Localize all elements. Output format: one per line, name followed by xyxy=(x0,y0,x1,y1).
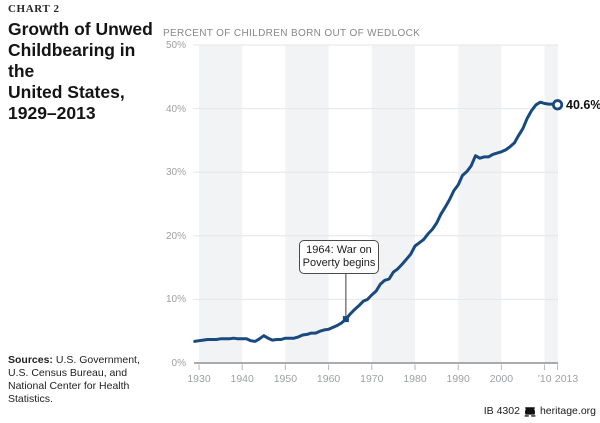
axis-title: PERCENT OF CHILDREN BORN OUT OF WEDLOCK xyxy=(163,28,421,39)
annotation-text: Poverty begins xyxy=(302,257,376,269)
x-axis-label: 1970 xyxy=(360,373,384,385)
sources-text: U.S. Government, U.S. Census Bureau, and… xyxy=(8,354,140,405)
x-axis-label: ’10 xyxy=(537,373,552,385)
x-axis-label: 1980 xyxy=(403,373,427,385)
decade-band xyxy=(544,45,558,363)
chart-title-line: Childbearing in the xyxy=(8,40,136,81)
chart-title-line: 1929–2013 xyxy=(8,103,96,123)
y-axis-label: 30% xyxy=(165,167,186,179)
chart-title: Growth of Unwed Childbearing in the Unit… xyxy=(8,19,166,124)
chart-title-line: Growth of Unwed xyxy=(8,19,153,39)
sources-note: Sources: U.S. Government, U.S. Census Bu… xyxy=(8,354,160,406)
chart-title-line: United States, xyxy=(8,82,125,102)
y-axis-label: 50% xyxy=(165,40,186,51)
x-axis-label: 1990 xyxy=(446,373,470,385)
decade-band xyxy=(371,45,415,363)
liberty-bell-icon xyxy=(524,406,536,417)
y-axis-label: 20% xyxy=(165,230,186,242)
site-link[interactable]: heritage.org xyxy=(539,405,596,417)
doc-id: IB 4302 xyxy=(483,405,520,417)
end-point-marker xyxy=(551,99,564,111)
end-value-label: 40.6% xyxy=(566,97,600,112)
chart-kicker: CHART 2 xyxy=(8,3,60,15)
x-axis-label: 1940 xyxy=(230,373,254,385)
annotation-text: 1964: War on xyxy=(306,244,372,256)
x-axis-label: 2013 xyxy=(554,373,579,385)
decade-band xyxy=(285,45,329,363)
footer: IB 4302 heritage.org xyxy=(484,405,596,417)
decade-band xyxy=(199,45,243,363)
y-axis-label: 0% xyxy=(171,358,186,369)
annotation-marker xyxy=(342,316,349,323)
x-axis-label: 2000 xyxy=(489,373,514,385)
decade-band xyxy=(458,45,502,363)
x-axis-label: 1950 xyxy=(273,373,298,385)
sources-label: Sources: xyxy=(8,354,53,366)
x-axis-label: 1960 xyxy=(316,373,341,385)
y-axis-label: 40% xyxy=(165,103,186,115)
y-axis-label: 10% xyxy=(165,294,186,306)
data-line xyxy=(193,100,560,343)
annotation-callout: 1964: War on Poverty begins xyxy=(299,240,379,274)
x-axis-label: 1930 xyxy=(187,373,211,385)
